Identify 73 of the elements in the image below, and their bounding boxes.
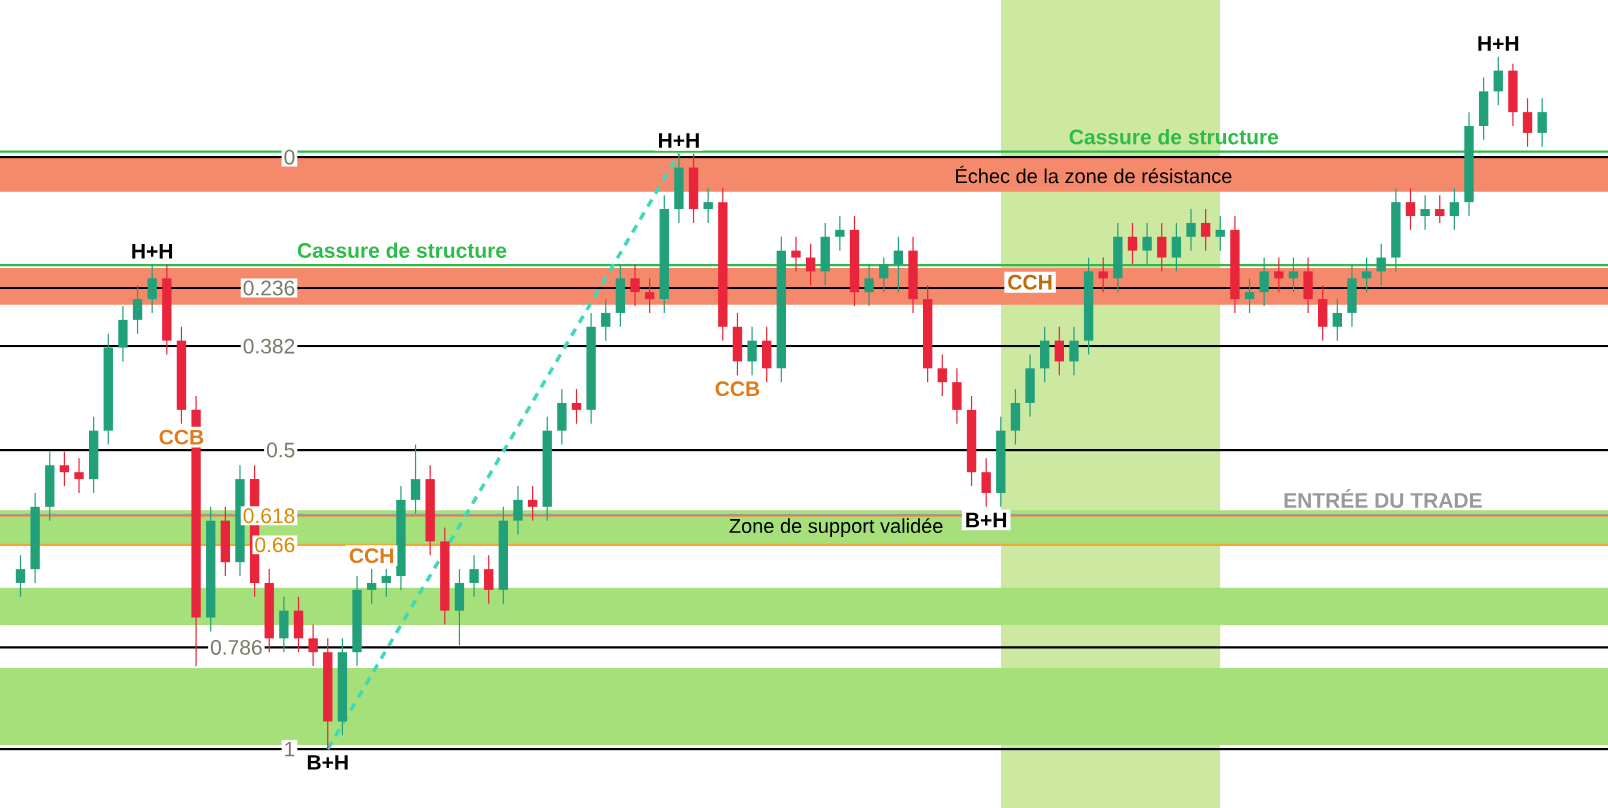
annotation: H+H <box>1478 36 1519 51</box>
band-label: Échec de la zone de résistance <box>956 165 1232 184</box>
candlestick <box>644 277 655 314</box>
candlestick <box>747 326 757 376</box>
annotation: H+H <box>132 244 173 259</box>
candlestick <box>1054 326 1065 376</box>
candlestick <box>981 457 991 508</box>
candlestick <box>1200 208 1211 252</box>
candlestick <box>864 263 874 307</box>
annotation: 0.66 <box>255 537 295 553</box>
candlestick <box>74 457 84 494</box>
candlestick <box>1127 222 1138 266</box>
candlestick <box>381 568 391 598</box>
candlestick <box>366 568 377 605</box>
candlestick <box>791 236 801 272</box>
annotation: B+H <box>307 755 348 770</box>
annotation: CCH <box>349 548 393 564</box>
candlestick <box>1522 97 1533 148</box>
ref-line-label: ENTRÉE DU TRADE <box>1284 489 1482 508</box>
annotation: B+H <box>966 512 1007 528</box>
candlestick <box>703 187 713 224</box>
candlestick <box>308 623 318 667</box>
candlestick <box>1332 298 1343 342</box>
candlestick <box>571 388 582 425</box>
candlestick <box>484 554 494 605</box>
annotation: 0 <box>284 149 295 165</box>
annotation: 1 <box>285 741 295 757</box>
candlestick <box>1435 194 1445 224</box>
candlestick <box>601 298 611 342</box>
candlestick <box>59 450 70 487</box>
candlestick <box>1361 256 1372 293</box>
candlestick <box>410 443 421 515</box>
candlestick <box>1171 222 1182 272</box>
annotation: CCB <box>159 429 204 445</box>
candlestick <box>835 215 845 252</box>
candlestick <box>893 236 904 293</box>
candlestick <box>1244 277 1255 314</box>
candlestick <box>630 263 640 307</box>
candlestick <box>1215 215 1225 252</box>
candlestick <box>1142 222 1152 266</box>
candlestick <box>937 353 947 397</box>
candlestick <box>1186 208 1196 252</box>
candlestick <box>1537 97 1547 148</box>
candlestick <box>1069 326 1079 376</box>
candlestick <box>1259 256 1269 307</box>
candlestick <box>469 554 479 598</box>
candlestick <box>805 243 816 286</box>
annotation: 0.382 <box>243 338 295 354</box>
candlestick <box>1098 256 1108 293</box>
candlestick <box>513 485 523 536</box>
band-label: Zone de support validée <box>729 518 943 538</box>
candlestick <box>1157 222 1167 272</box>
candlestick <box>147 263 157 314</box>
annotation: CCH <box>1008 274 1052 290</box>
candlestick <box>1493 56 1503 106</box>
candlestick <box>527 485 538 522</box>
annotation: 0.236 <box>243 280 295 296</box>
annotation: H+H <box>659 133 699 148</box>
annotation: 0.618 <box>243 508 295 524</box>
candlestick <box>879 256 889 293</box>
annotation: 0.786 <box>210 639 262 655</box>
candlestick <box>1376 243 1386 286</box>
annotation: CCB <box>715 381 760 397</box>
candlestick <box>15 554 26 598</box>
ref-line-label: Cassure de structure <box>297 242 507 258</box>
candlestick <box>132 284 143 335</box>
ref-line-label: Cassure de structure <box>1069 129 1279 145</box>
candlestick <box>1288 256 1299 293</box>
annotation: 0.5 <box>266 442 295 458</box>
candlestick <box>1405 187 1416 231</box>
candlestick <box>1449 187 1460 231</box>
candlestick <box>1274 256 1284 293</box>
candlestick <box>1420 194 1430 231</box>
